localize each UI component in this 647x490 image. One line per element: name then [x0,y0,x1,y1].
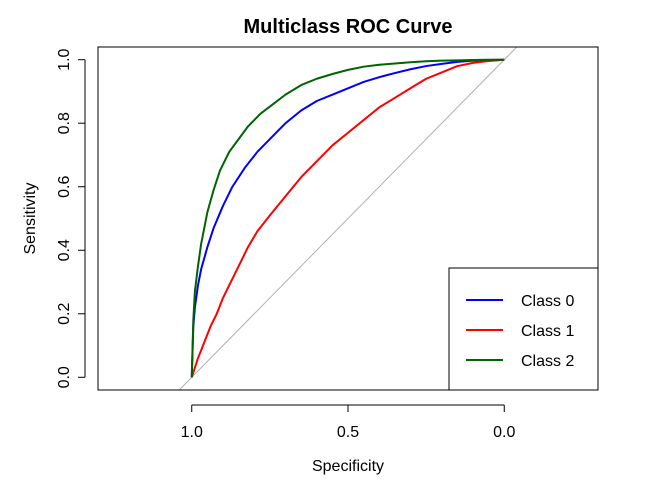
legend: Class 0 Class 1 Class 2 [448,267,599,391]
y-tick-label: 0.2 [56,303,73,325]
series-line-class-0 [190,58,505,378]
x-tick-label: 0.0 [493,424,515,441]
x-axis: 1.0 0.5 0.0 [181,404,515,441]
y-axis-label: Sensitivity [22,182,39,254]
series-line-class-1 [190,58,505,378]
x-axis-label: Specificity [312,458,384,475]
y-axis: 0.0 0.2 0.4 0.6 0.8 1.0 [56,48,86,388]
plot-frame [97,46,599,391]
legend-label: Class 0 [521,293,574,310]
y-tick-label: 1.0 [56,48,73,70]
legend-label: Class 1 [521,323,574,340]
y-tick-label: 0.0 [56,366,73,388]
reference-diagonal-line [178,47,518,390]
series-line-class-2 [190,58,505,378]
y-tick-label: 0.4 [56,239,73,261]
series-layer [190,58,505,378]
y-tick-label: 0.6 [56,176,73,198]
legend-label: Class 2 [521,353,574,370]
chart-title: Multiclass ROC Curve [244,16,453,38]
y-tick-label: 0.8 [56,112,73,134]
x-tick-label: 1.0 [181,424,203,441]
x-tick-label: 0.5 [337,424,359,441]
reference-line-layer [178,47,518,390]
